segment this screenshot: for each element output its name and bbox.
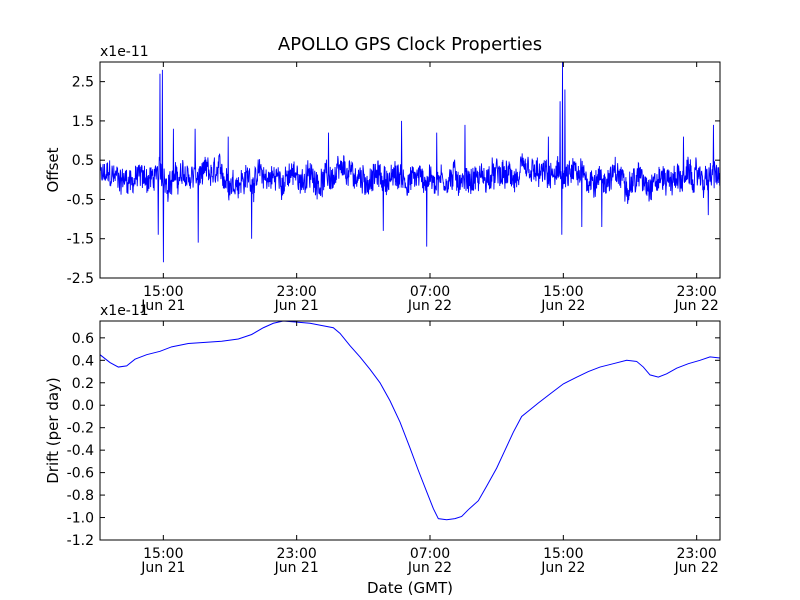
drift-panel: 0.6 0.4 0.2 0.0 -0.2 -0.4 -0.6 -0.8 -1.0 -1.2 15:0…: [44, 303, 721, 576]
x-tick-label-time: 23:00: [676, 284, 716, 300]
x-tick-label-time: 15:00: [543, 284, 583, 300]
x-tick-label-date: Jun 22: [540, 298, 585, 314]
x-tick-label-date: Jun 22: [674, 560, 719, 576]
y-tick-label: 0.4: [72, 353, 94, 369]
y-tick-label: 0.6: [72, 331, 94, 347]
x-tick-label-date: Jun 21: [274, 560, 319, 576]
y-tick-label: -0.6: [67, 466, 94, 482]
x-tick-label-time: 23:00: [676, 546, 716, 562]
y-axis-label: Offset: [44, 147, 62, 192]
y-tick-label: 0.2: [72, 376, 94, 392]
x-tick-label-date: Jun 21: [140, 298, 185, 314]
x-tick-label-date: Jun 22: [407, 298, 452, 314]
plot-frame: [99, 61, 721, 279]
y-tick-label: 2.5: [72, 75, 94, 91]
y-tick-label: -2.5: [67, 271, 94, 287]
x-axis-label: Date (GMT): [367, 579, 453, 597]
chart-title: APOLLO GPS Clock Properties: [278, 34, 542, 55]
y-tick-label: -1.0: [67, 511, 94, 527]
x-tick-label-time: 15:00: [143, 546, 183, 562]
x-tick-label-date: Jun 21: [274, 298, 319, 314]
x-tick-label-date: Jun 21: [140, 560, 185, 576]
y-tick-label: -0.4: [67, 443, 94, 459]
x-tick-label-time: 15:00: [143, 284, 183, 300]
y-scale-label: x1e-11: [100, 303, 149, 319]
x-tick-label-time: 15:00: [543, 546, 583, 562]
y-tick-label: 0.0: [72, 398, 94, 414]
y-scale-label: x1e-11: [100, 44, 149, 60]
y-tick-label: 1.5: [72, 114, 94, 130]
y-axis-label: Drift (per day): [44, 377, 62, 484]
x-tick-label-time: 23:00: [276, 284, 316, 300]
y-tick-label: -1.5: [67, 232, 94, 248]
x-tick-label-time: 23:00: [276, 546, 316, 562]
y-tick-label: -0.2: [67, 421, 94, 437]
x-tick-label-time: 07:00: [410, 284, 450, 300]
plot-frame: [99, 320, 721, 541]
y-tick-label: -1.2: [67, 533, 94, 549]
drift-series-line: [100, 321, 720, 521]
x-tick-label-date: Jun 22: [540, 560, 585, 576]
x-tick-label-time: 07:00: [410, 546, 450, 562]
x-tick-label-date: Jun 22: [407, 560, 452, 576]
x-tick-label-date: Jun 22: [674, 298, 719, 314]
y-tick-label: 0.5: [72, 153, 94, 169]
y-tick-label: -0.5: [67, 192, 94, 208]
offset-series-line: [100, 62, 720, 263]
y-tick-label: -0.8: [67, 488, 94, 504]
